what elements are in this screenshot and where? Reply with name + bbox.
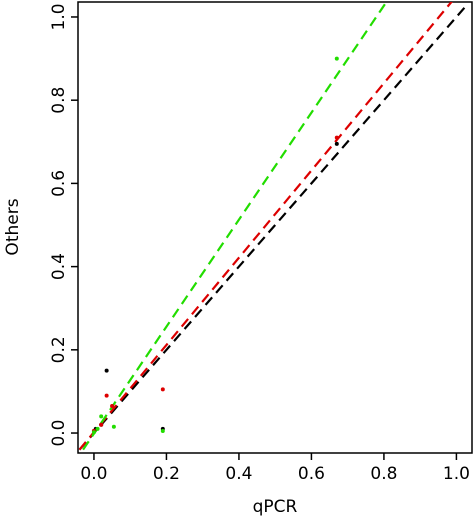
point (104, 393, 109, 398)
point (111, 424, 116, 429)
x-tick-label: 1.0 (443, 464, 470, 484)
reference-line (78, 3, 469, 451)
x-tick-label: 0.6 (298, 464, 325, 484)
x-tick-label: 0.2 (153, 464, 180, 484)
y-tick-label: 0.2 (49, 336, 69, 363)
point (160, 387, 165, 392)
y-tick-label: 0.8 (49, 87, 69, 114)
point (160, 428, 165, 433)
y-tick-label: 0.6 (49, 170, 69, 197)
y-tick-label: 0.0 (49, 420, 69, 447)
reference-line (78, 2, 453, 451)
x-tick-label: 0.0 (80, 464, 107, 484)
point (99, 414, 104, 419)
point (334, 56, 339, 61)
plot-frame (77, 1, 473, 454)
x-tick-label: 0.4 (225, 464, 252, 484)
point (104, 368, 109, 373)
point (110, 403, 115, 408)
y-tick-label: 1.0 (49, 3, 69, 30)
point (334, 135, 339, 140)
point (334, 141, 339, 146)
point (95, 426, 100, 431)
reference-line (82, 2, 388, 451)
x-axis-label: qPCR (253, 497, 298, 517)
point (91, 430, 96, 435)
plot-area (78, 2, 469, 451)
y-axis-label: Others (3, 198, 23, 255)
y-tick-label: 0.4 (49, 253, 69, 280)
point (99, 422, 104, 427)
x-tick-label: 0.8 (370, 464, 397, 484)
